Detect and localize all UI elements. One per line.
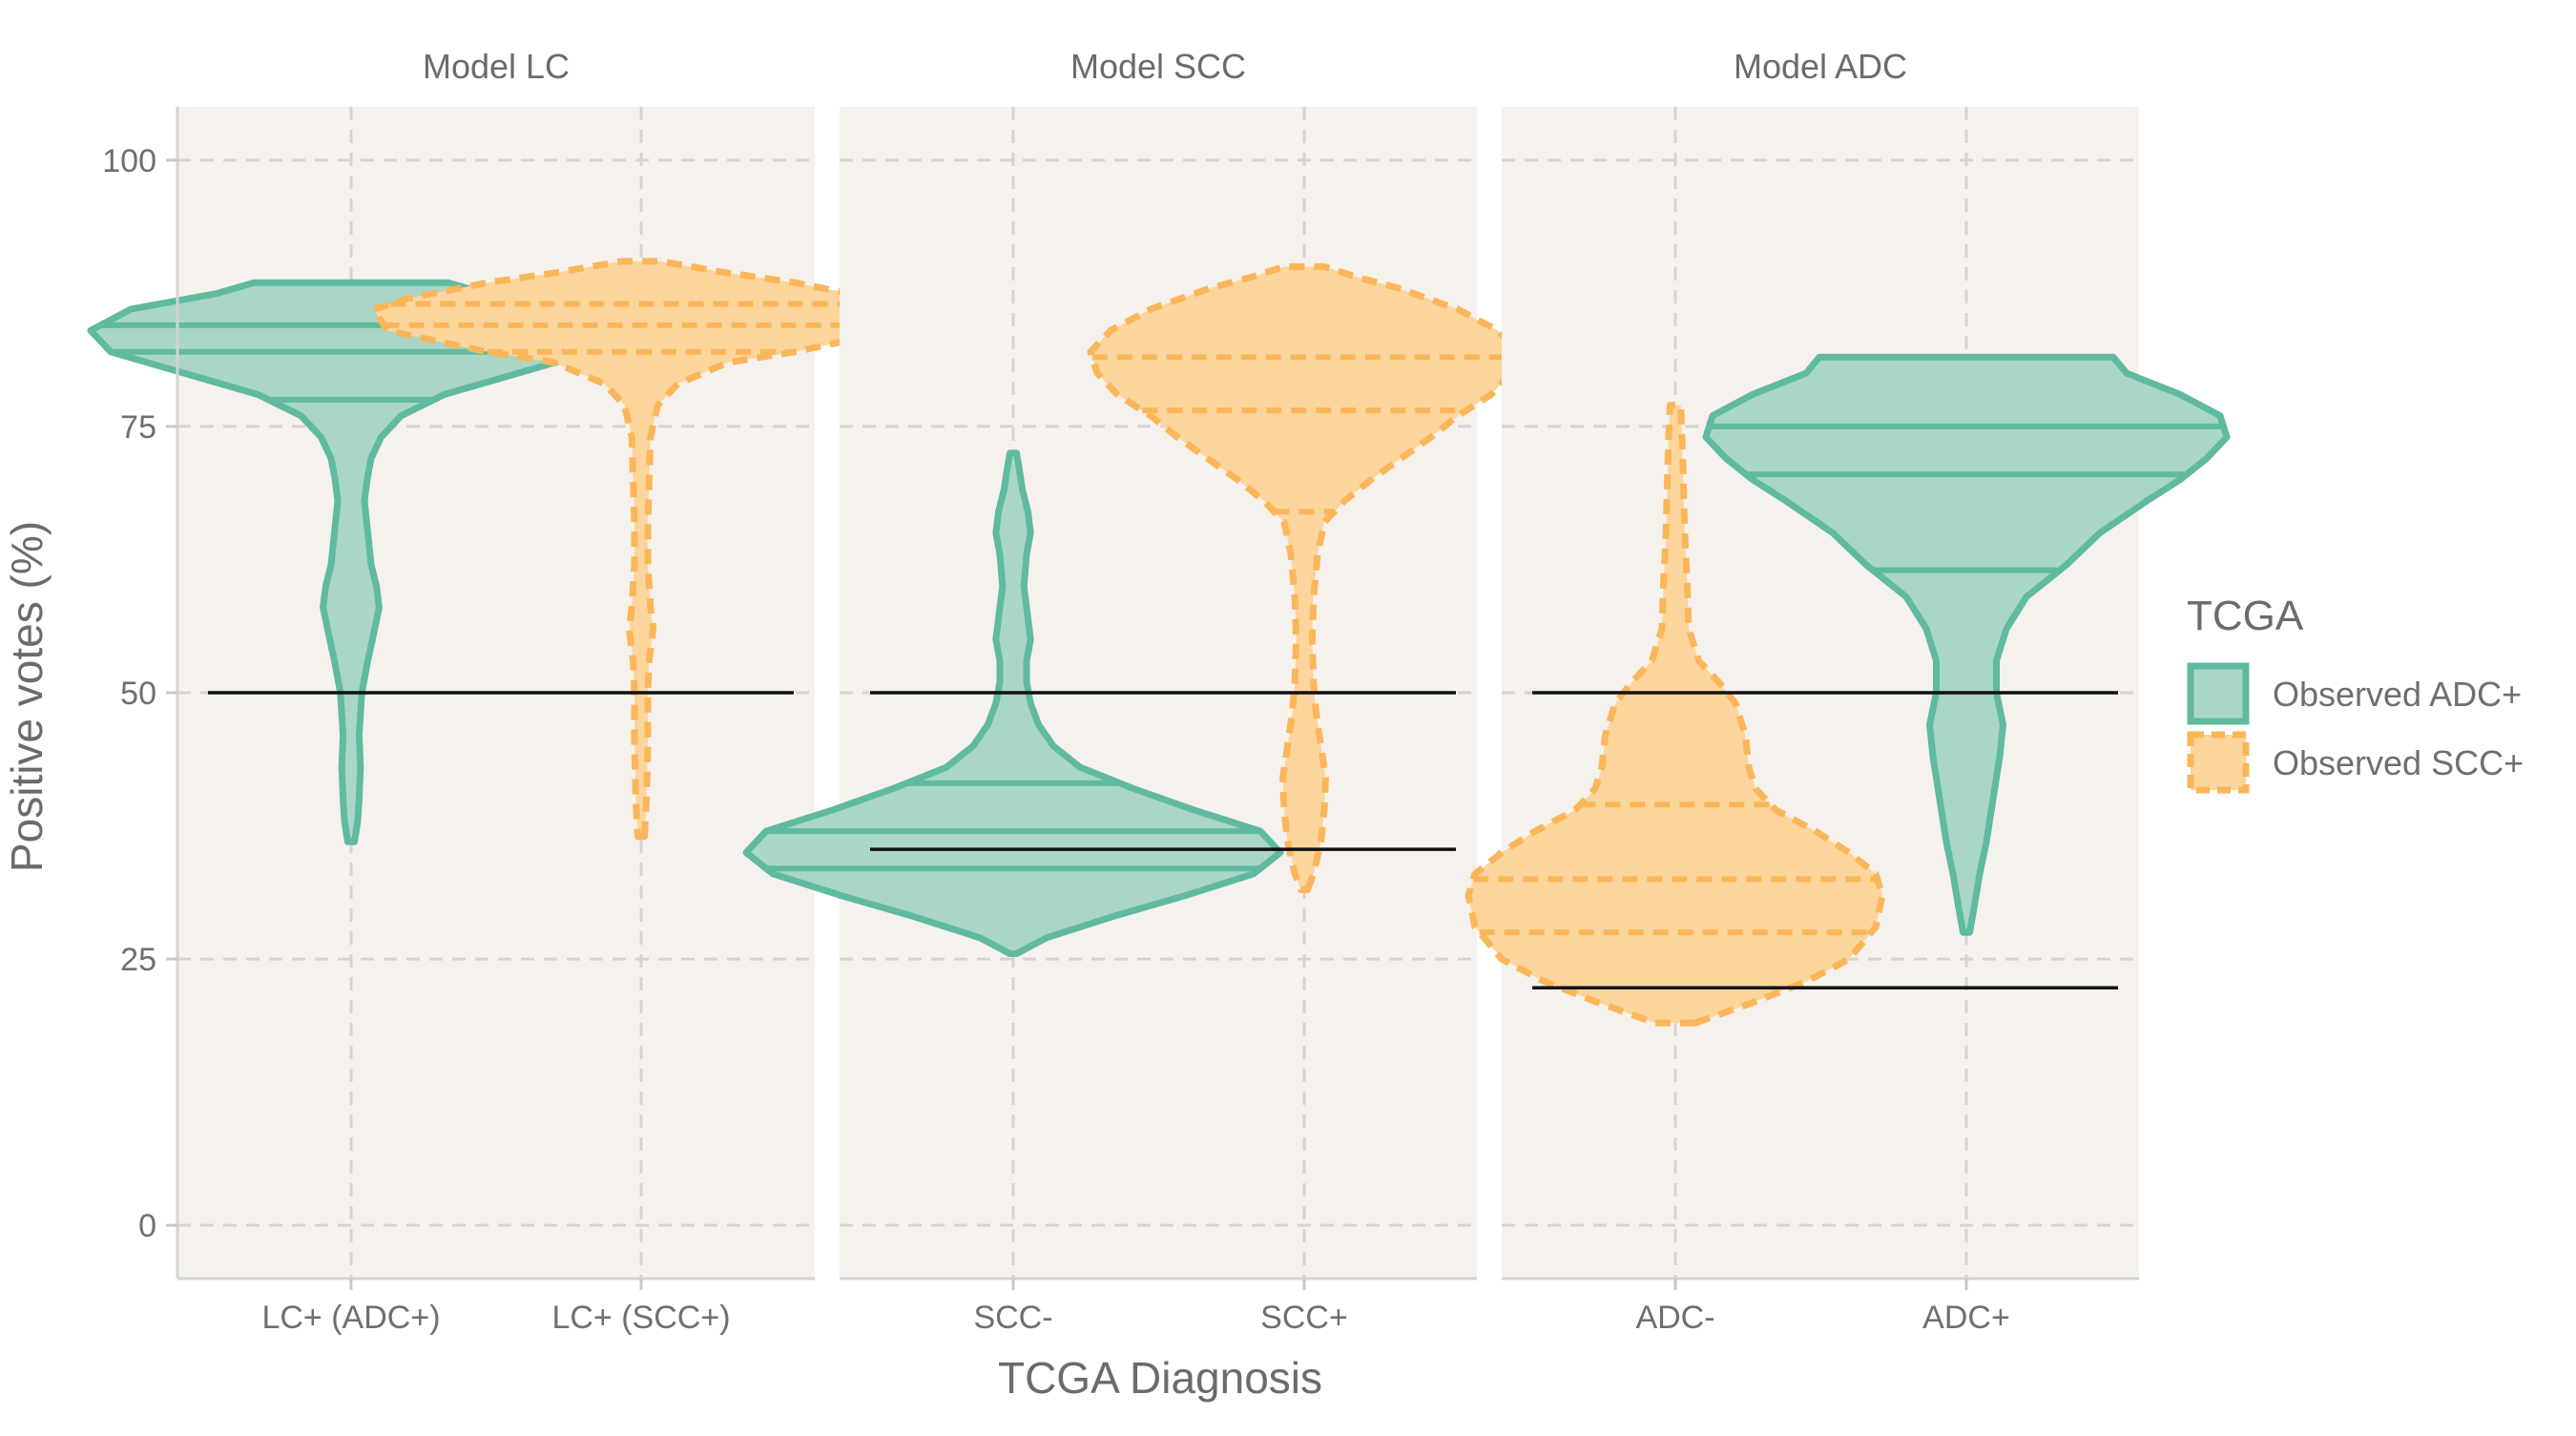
- x-tick-label: LC+ (ADC+): [261, 1300, 440, 1336]
- panel-title: Model ADC: [1734, 47, 1907, 86]
- y-axis: 0 25 50 75 100: [102, 107, 179, 1279]
- x-tick-label: LC+ (SCC+): [551, 1300, 730, 1336]
- x-tick-label: SCC+: [1260, 1300, 1348, 1336]
- y-tick-label: 0: [138, 1208, 156, 1244]
- legend-swatch: [2187, 662, 2250, 725]
- panel-title: Model SCC: [1070, 47, 1246, 86]
- violin-shape: [1465, 402, 1886, 1027]
- legend-keys: Observed ADC+ Observed SCC+: [2187, 662, 2524, 794]
- violin-scc: [1087, 263, 1522, 893]
- y-tick-label: 100: [102, 143, 156, 179]
- panel-title: Model LC: [423, 47, 570, 86]
- x-tick-label: ADC-: [1635, 1300, 1714, 1336]
- legend-label: Observed ADC+: [2273, 675, 2522, 714]
- legend-title: TCGA: [2187, 593, 2304, 639]
- panel-1: Model LC LC+ (ADC+) LC+ (SCC+): [87, 47, 912, 1336]
- panel-2: Model SCC SCC- SCC+: [742, 47, 1522, 1336]
- y-tick-label: 75: [120, 409, 156, 446]
- violin-shape: [370, 258, 912, 841]
- x-axis-title: TCGA Diagnosis: [998, 1353, 1322, 1403]
- violin-adc: [1702, 353, 2231, 936]
- legend-swatch: [2187, 731, 2250, 794]
- legend: TCGA Observed ADC+ Observed SCC+: [2187, 593, 2524, 794]
- x-tick-label: SCC-: [973, 1300, 1052, 1336]
- panels-layer: Model LC LC+ (ADC+) LC+ (SCC+) Model SCC SCC…: [87, 47, 2231, 1336]
- violin-shape: [1087, 263, 1522, 893]
- violin-lc-scc: [370, 258, 912, 841]
- violin-scc: [742, 449, 1284, 957]
- legend-entry: Observed ADC+: [2187, 662, 2522, 725]
- legend-label: Observed SCC+: [2273, 743, 2524, 782]
- legend-entry: Observed SCC+: [2187, 731, 2524, 794]
- y-tick-label: 25: [120, 942, 156, 978]
- y-axis-title: Positive votes (%): [2, 521, 52, 872]
- panel-3: Model ADC ADC- ADC+: [1465, 47, 2231, 1336]
- y-tick-label: 50: [120, 676, 156, 712]
- violin-shape: [87, 279, 615, 845]
- violin-adc: [1465, 402, 1886, 1027]
- x-tick-label: ADC+: [1922, 1300, 2010, 1336]
